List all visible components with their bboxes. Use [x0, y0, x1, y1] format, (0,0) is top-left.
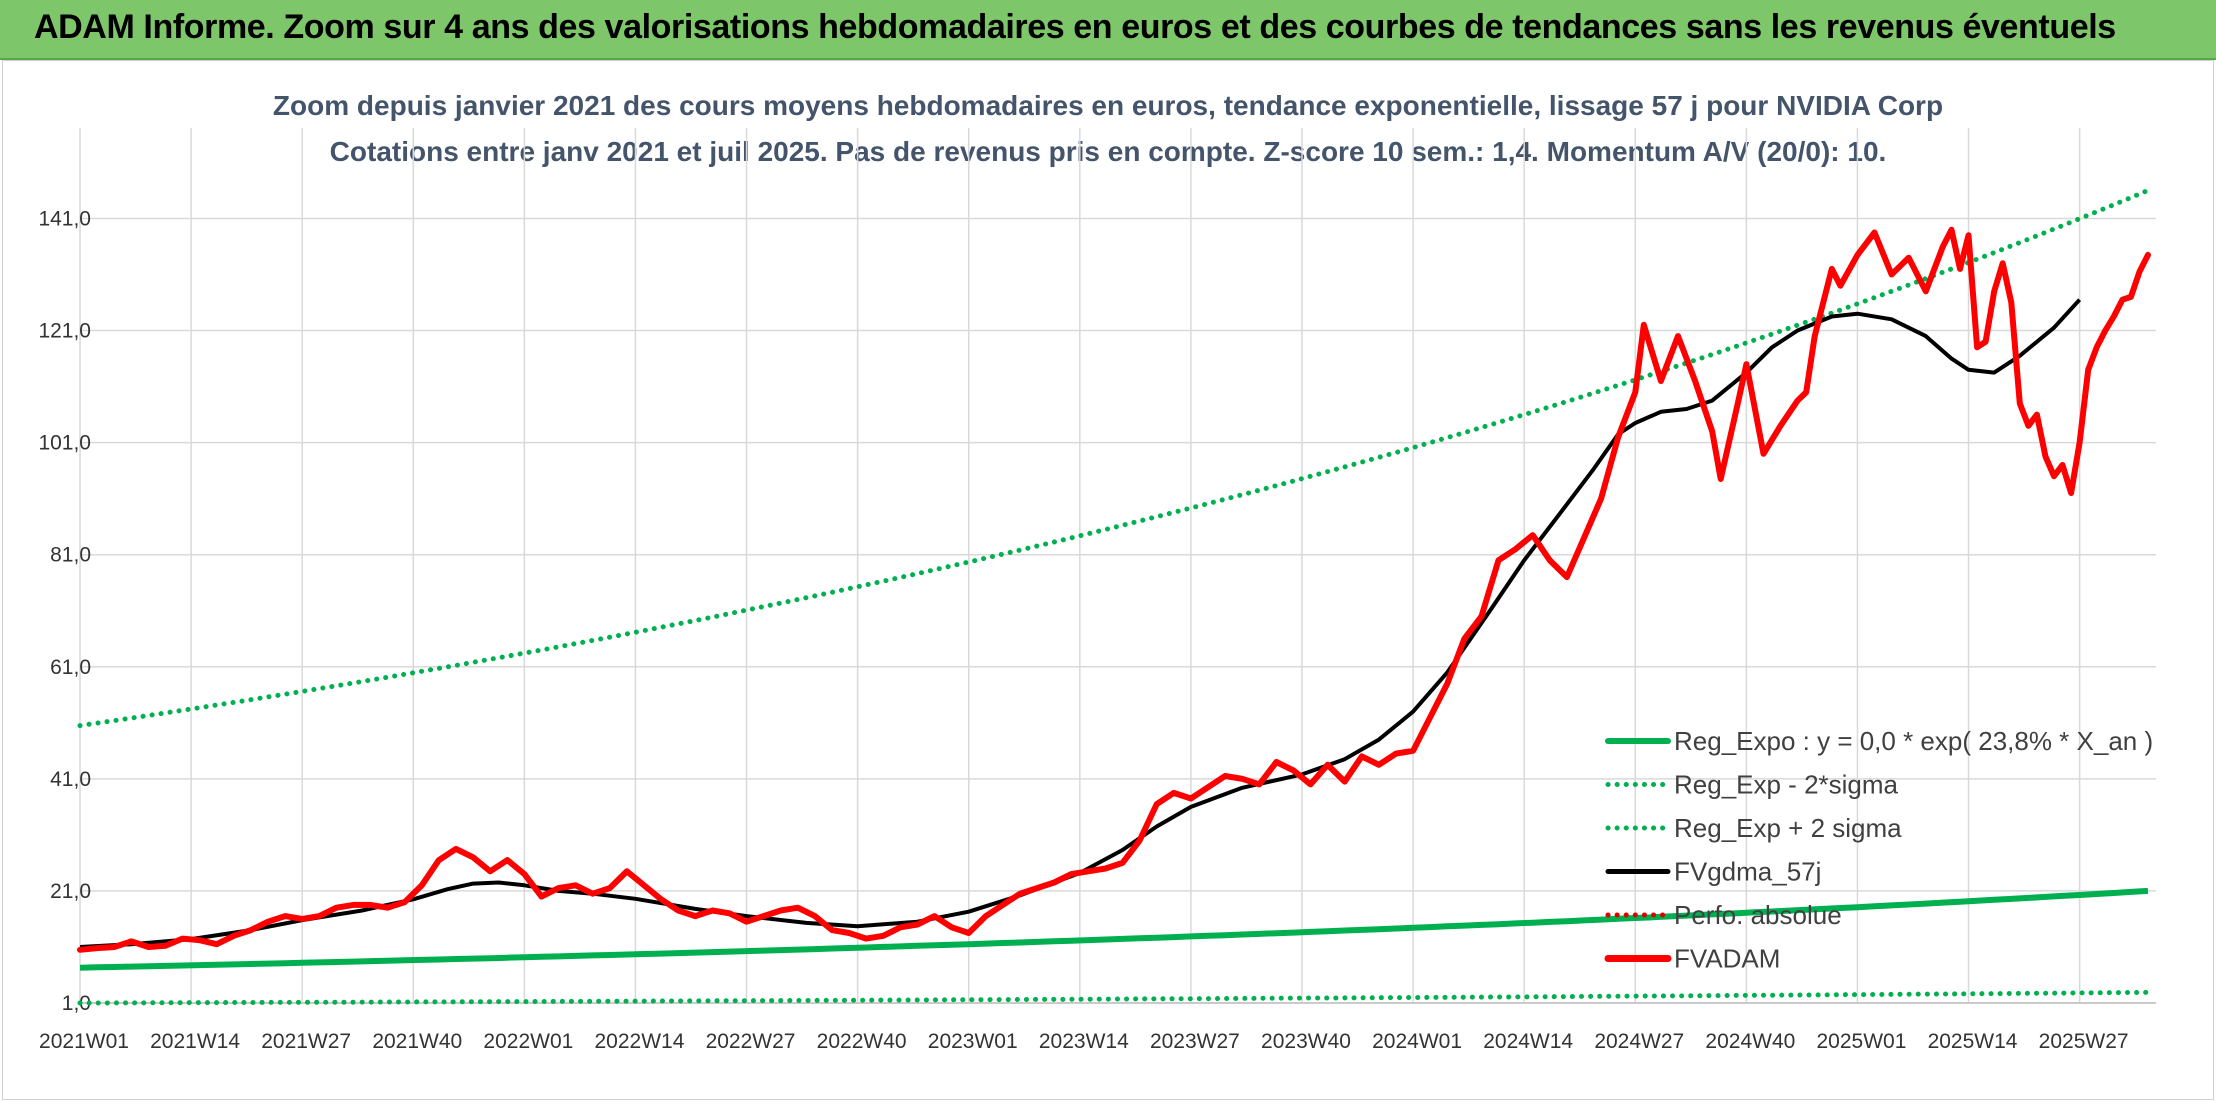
y-axis-ticks: 1,0 21,0 41,0 61,0 81,0 101,0 121,0 141,0	[38, 207, 91, 1015]
y-tick-label: 101,0	[38, 432, 91, 455]
x-tick-label: 2021W40	[372, 1030, 462, 1053]
banner: ADAM Informe. Zoom sur 4 ans des valoris…	[0, 0, 2216, 60]
x-tick-label: 2025W27	[2039, 1030, 2129, 1053]
x-tick-label: 2022W40	[817, 1030, 907, 1053]
y-tick-label: 41,0	[50, 768, 91, 791]
x-tick-label: 2021W01	[39, 1030, 129, 1053]
grid	[79, 128, 2156, 1004]
x-tick-label: 2025W14	[1928, 1030, 2018, 1053]
y-tick-label: 141,0	[38, 207, 91, 230]
y-tick-label: 121,0	[38, 320, 91, 343]
x-tick-label: 2025W01	[1817, 1030, 1907, 1053]
x-tick-label: 2024W01	[1372, 1030, 1462, 1053]
x-tick-label: 2022W01	[483, 1030, 573, 1053]
legend: Reg_Expo : y = 0,0 * exp( 23,8% * X_an )…	[1604, 726, 2153, 974]
x-tick-label: 2023W14	[1039, 1030, 1129, 1053]
chart-subtitle: Cotations entre janv 2021 et juil 2025. …	[329, 136, 1887, 167]
legend-label: Reg_Exp + 2 sigma	[1674, 813, 1902, 843]
legend-label: FVgdma_57j	[1674, 857, 1821, 887]
series-reg-exp-plus-2sigma	[77, 187, 2151, 729]
legend-label: Perfo. absolue	[1674, 900, 1842, 930]
series-reg-exp-minus-2sigma	[77, 989, 2151, 1006]
x-tick-label: 2023W27	[1150, 1030, 1240, 1053]
banner-title: ADAM Informe. Zoom sur 4 ans des valoris…	[34, 8, 2116, 46]
x-tick-label: 2022W14	[595, 1030, 685, 1053]
series-fvadam	[77, 226, 2151, 953]
x-tick-label: 2024W40	[1705, 1030, 1795, 1053]
x-tick-label: 2021W27	[261, 1030, 351, 1053]
series-group	[77, 187, 2151, 1006]
x-tick-label: 2023W40	[1261, 1030, 1351, 1053]
series-reg-expo	[79, 887, 2149, 971]
x-tick-label: 2024W27	[1594, 1030, 1684, 1053]
legend-label: FVADAM	[1674, 944, 1780, 974]
y-tick-label: 81,0	[50, 544, 91, 567]
legend-label: Reg_Expo : y = 0,0 * exp( 23,8% * X_an )	[1674, 726, 2153, 756]
x-tick-label: 2021W14	[150, 1030, 240, 1053]
legend-label: Reg_Exp - 2*sigma	[1674, 770, 1899, 800]
chart-title: Zoom depuis janvier 2021 des cours moyen…	[272, 90, 1944, 121]
x-axis-ticks: 2021W01 2021W14 2021W27 2021W40 2022W01 2022W…	[39, 1030, 2129, 1053]
y-tick-label: 1,0	[62, 992, 91, 1015]
x-tick-label: 2023W01	[928, 1030, 1018, 1053]
x-tick-label: 2022W27	[706, 1030, 796, 1053]
y-tick-label: 21,0	[50, 880, 91, 903]
x-tick-label: 2024W14	[1483, 1030, 1573, 1053]
y-tick-label: 61,0	[50, 656, 91, 679]
chart-frame	[2, 60, 2214, 1100]
